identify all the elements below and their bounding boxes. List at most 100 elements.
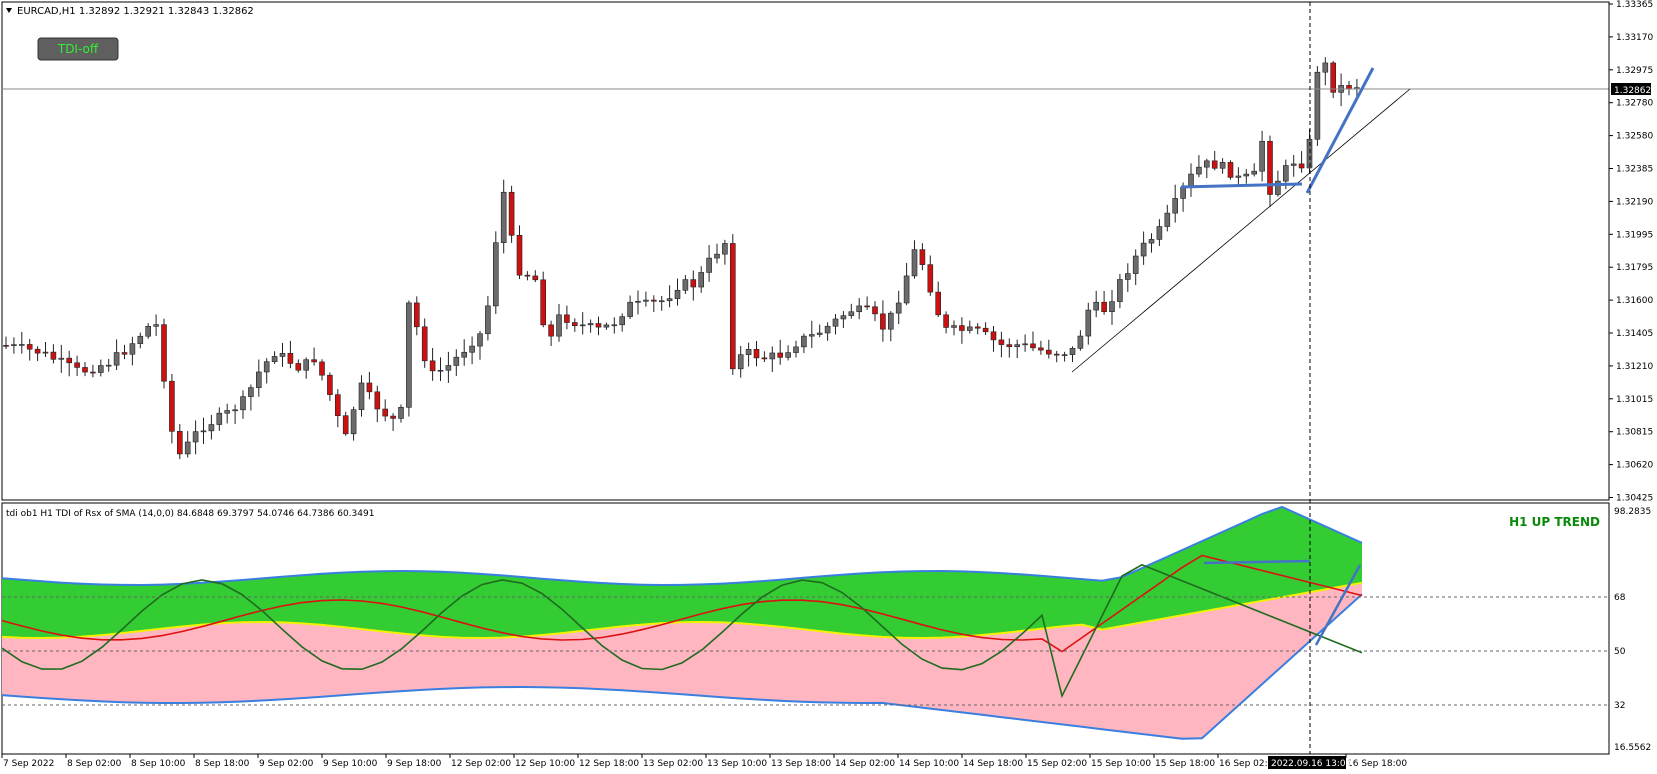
time-axis-label: 8 Sep 18:00 (195, 759, 250, 769)
indicator-axis-label: 68 (1614, 593, 1626, 603)
candle-body (74, 362, 80, 368)
candle-body (619, 316, 626, 326)
candle-body (524, 274, 531, 277)
candle-body (1275, 180, 1281, 195)
price-axis-label: 1.33365 (1616, 0, 1653, 10)
candle-body (911, 249, 918, 277)
time-axis[interactable]: 7 Sep 2022 8 Sep 02:00 8 Sep 10:00 8 Sep 18… (1, 753, 1609, 769)
indicator-horizontal-trendline[interactable] (1203, 559, 1311, 565)
candle-body (192, 431, 199, 443)
candle-body (1219, 162, 1226, 169)
price-axis-label: 1.32780 (1616, 99, 1653, 109)
candle-body (469, 345, 475, 353)
candle-body (295, 363, 302, 371)
tdi-off-label: TDI-off (57, 42, 99, 56)
candle-body (737, 354, 744, 370)
price-pane[interactable]: EURCAD,H1 1.32892 1.32921 1.32843 1.3286… (1, 1, 1610, 501)
candle-body (966, 326, 973, 331)
candle-body (880, 313, 886, 330)
candle-body (1330, 62, 1336, 93)
candle-body (263, 361, 270, 373)
price-axis-label: 1.31600 (1616, 296, 1653, 306)
blue-rising-trendline[interactable] (1305, 67, 1375, 194)
time-axis-label: 12 Sep 02:00 (451, 759, 511, 769)
time-axis-label: 12 Sep 10:00 (515, 759, 575, 769)
candle-body (58, 357, 65, 360)
candle-body (453, 356, 460, 366)
candle-body (532, 275, 539, 281)
price-axis[interactable]: 1.33365 1.33170 1.32975 1.32780 1.32580 1.323… (1608, 0, 1653, 504)
candle-body (864, 305, 870, 308)
candle-body (745, 349, 752, 355)
price-axis-label: 1.32975 (1616, 66, 1653, 76)
candle-body (82, 367, 88, 373)
candle-body (1196, 166, 1202, 175)
tdi-off-button[interactable]: TDI-off (37, 37, 119, 61)
candle-body (690, 279, 697, 288)
candle-body (579, 324, 586, 327)
candle-body (935, 291, 942, 316)
candle-body (177, 431, 183, 455)
price-axis-label: 1.30815 (1616, 428, 1653, 438)
tdi-lower-band (2, 582, 1362, 739)
candle-body (1093, 301, 1099, 311)
tdi-price-line (1, 563, 1363, 699)
candle-body (271, 356, 278, 362)
time-axis-label: 15 Sep 10:00 (1091, 759, 1151, 769)
candle-body (334, 394, 341, 417)
candle-body (508, 191, 515, 236)
blue-horizontal-trendline[interactable] (1180, 182, 1303, 189)
candle-body (311, 359, 317, 363)
indicator-pane[interactable]: tdi ob1 H1 TDI of Rsx of SMA (14,0,0) 84… (1, 502, 1610, 755)
candle-body (1267, 140, 1273, 195)
candle-body (358, 382, 365, 411)
time-axis-label: 13 Sep 02:00 (643, 759, 703, 769)
candle-body (18, 344, 25, 346)
candle-body (34, 348, 41, 354)
candle-body (1046, 349, 1052, 355)
chevron-down-icon[interactable] (6, 8, 12, 13)
candle-body (627, 301, 633, 317)
candle-body (327, 374, 333, 395)
candle-body (903, 275, 910, 304)
black-trendline[interactable] (1071, 88, 1411, 373)
candle-body (1109, 301, 1115, 313)
candle-body (753, 349, 760, 359)
candle-body (437, 369, 444, 372)
candle-body (666, 298, 673, 302)
candles-group (3, 57, 1360, 460)
candle-body (445, 365, 452, 371)
candle-body (682, 279, 689, 291)
candle-body (1164, 212, 1171, 227)
price-axis-label: 1.32385 (1616, 165, 1653, 175)
price-axis-label: 1.33170 (1616, 33, 1653, 43)
candle-body (500, 191, 507, 244)
candle-body (674, 289, 681, 299)
candle-body (1322, 62, 1329, 73)
candle-body (816, 332, 823, 335)
candle-body (1140, 242, 1147, 257)
indicator-axis-label: 98.2835 (1614, 507, 1651, 517)
time-axis-label: 12 Sep 18:00 (579, 759, 639, 769)
indicator-axis[interactable]: 98.2835 68 50 32 16.5562 (1608, 503, 1651, 754)
candle-body (1030, 343, 1036, 349)
candle-body (872, 306, 878, 315)
candle-body (1283, 165, 1289, 182)
indicator-rising-trendline[interactable] (1314, 564, 1362, 646)
candle-body (461, 351, 468, 358)
candle-body (1211, 160, 1218, 169)
price-axis-labels: 1.33365 1.33170 1.32975 1.32780 1.32580 1.323… (1609, 0, 1653, 504)
price-axis-label: 1.30425 (1616, 494, 1653, 504)
candle-body (785, 352, 791, 358)
time-axis-label: 9 Sep 18:00 (387, 759, 442, 769)
candle-body (1227, 162, 1234, 178)
candle-body (255, 371, 262, 388)
candle-body (1069, 348, 1076, 355)
candle-body (279, 353, 286, 357)
candle-body (248, 387, 254, 397)
candle-body (42, 351, 49, 354)
time-axis-label: 8 Sep 02:00 (67, 759, 122, 769)
candle-body (98, 365, 104, 373)
candle-body (406, 302, 412, 408)
